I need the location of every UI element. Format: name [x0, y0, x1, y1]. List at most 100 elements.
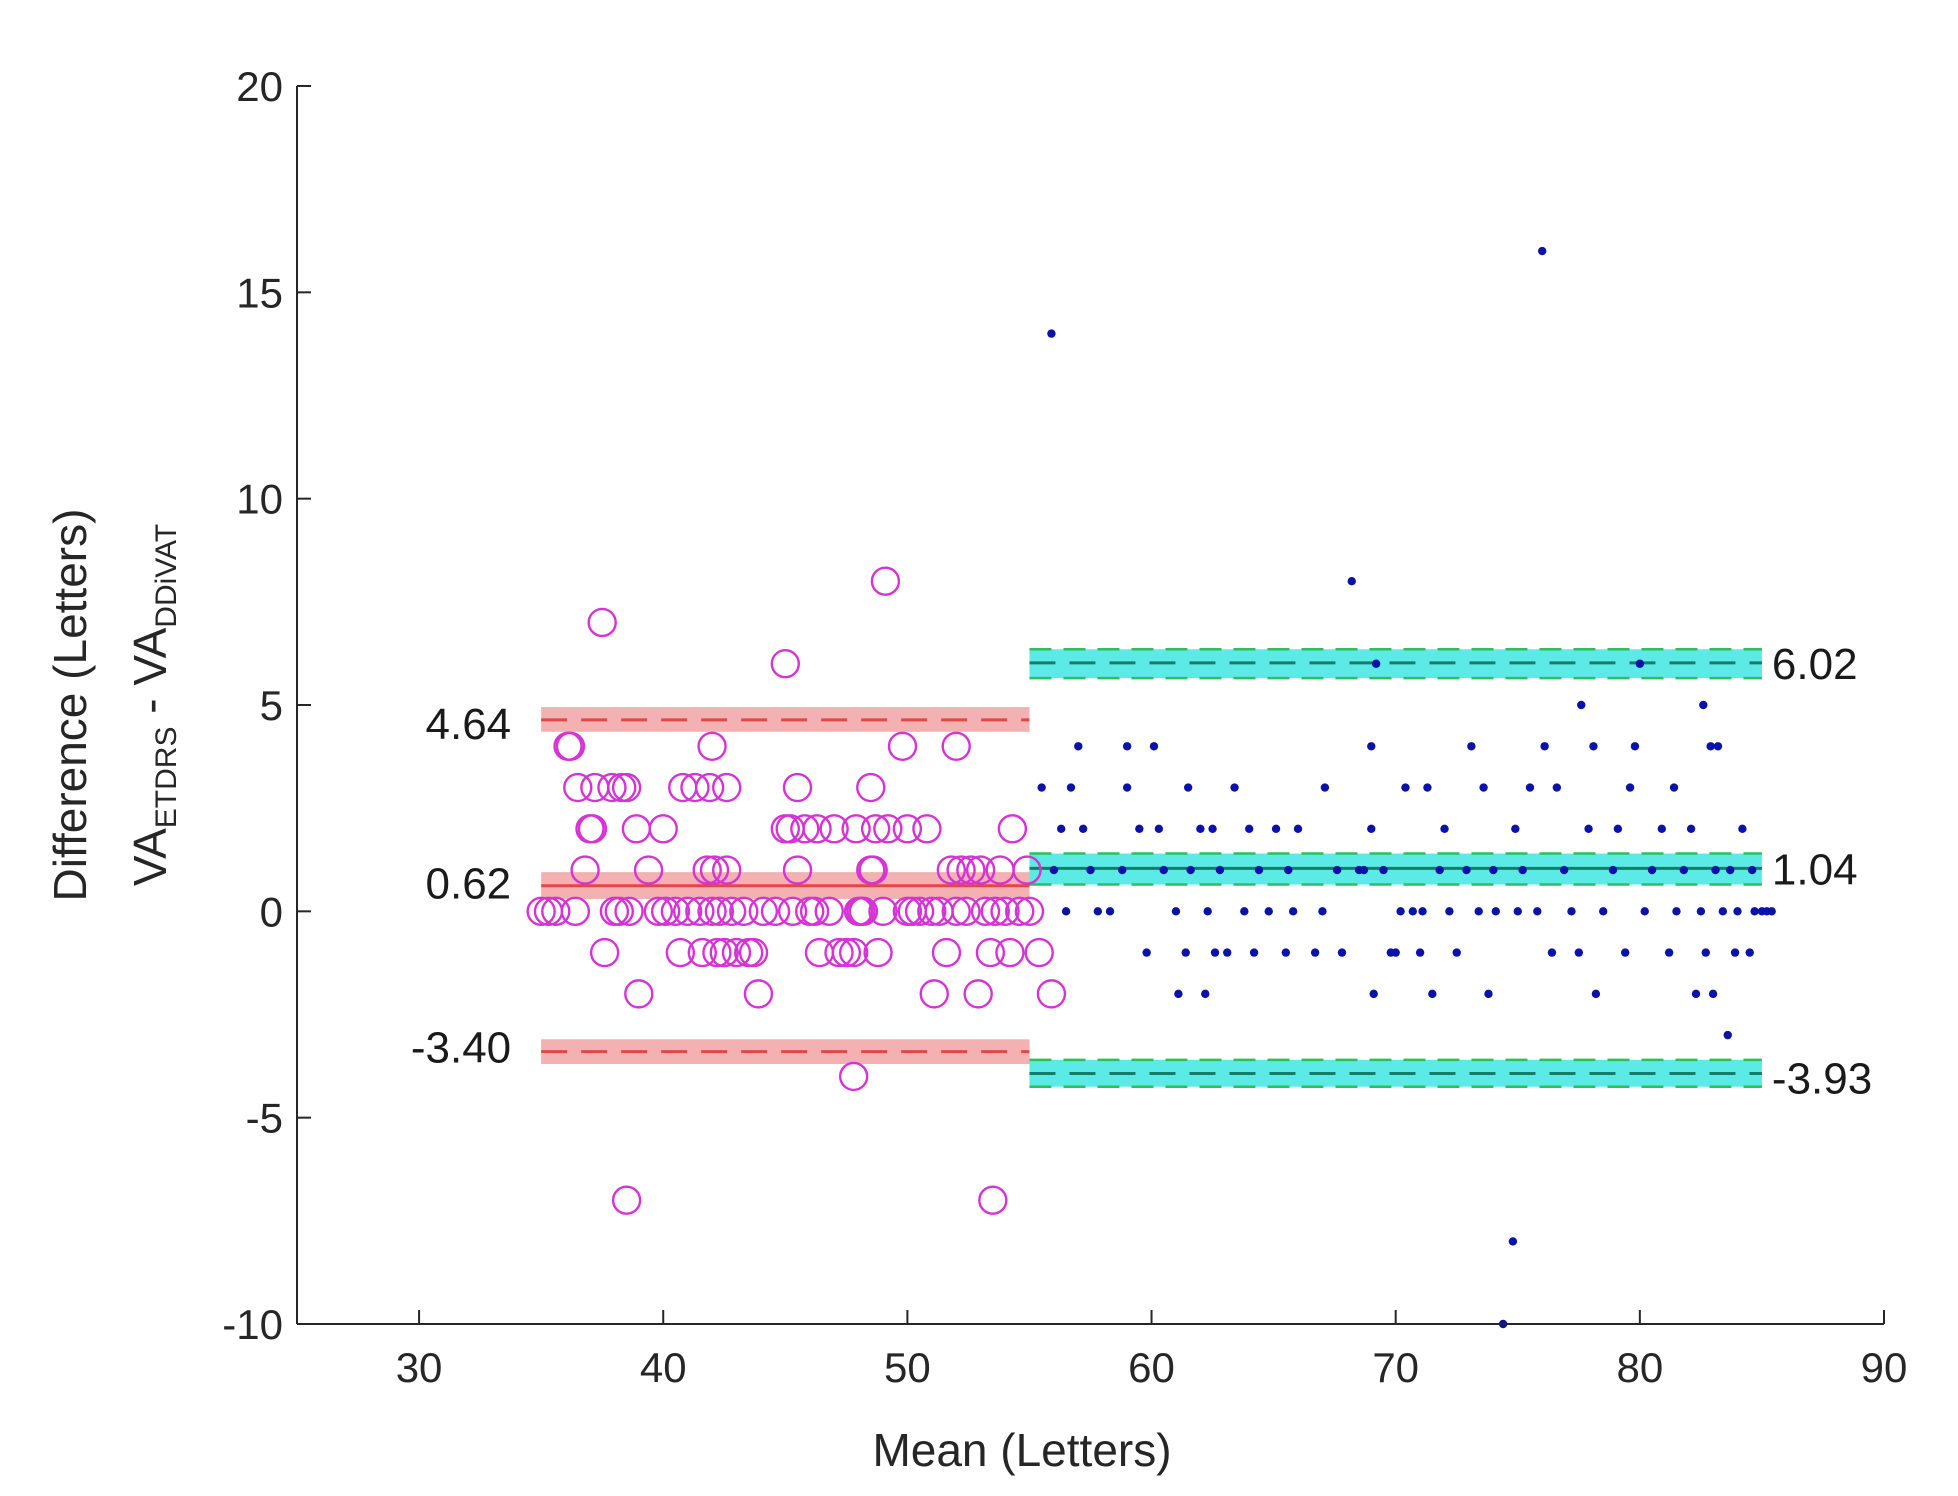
low-group-point — [570, 855, 600, 885]
high-group-point — [1613, 824, 1623, 833]
y-tick-label: 15 — [236, 269, 283, 316]
low-group-point — [716, 896, 747, 927]
low-group-point — [824, 937, 854, 968]
low-group-point — [541, 896, 571, 927]
low-group-point — [841, 814, 871, 844]
high-group-point — [1484, 989, 1493, 999]
low-group-point — [1024, 937, 1054, 968]
low-group-point — [941, 896, 971, 927]
high-group-point — [1284, 865, 1293, 875]
low-group-point — [577, 814, 608, 844]
high-group-point — [1230, 783, 1239, 792]
y-axis-title-sep: - VA — [124, 627, 176, 726]
high-group-point — [1240, 907, 1249, 916]
low-group-point — [863, 937, 893, 968]
low-group-point — [633, 855, 664, 885]
agreement-bands — [541, 648, 1762, 1088]
high-group-point — [1559, 865, 1569, 875]
x-tick-label: 80 — [1616, 1344, 1663, 1391]
high-group-point — [1149, 742, 1159, 751]
low-group-point — [790, 814, 820, 844]
low-group-point — [587, 607, 617, 638]
high-group-point — [1513, 907, 1522, 916]
low-group-point — [533, 896, 564, 927]
low-group-point — [936, 855, 967, 885]
low-group-point — [970, 896, 1001, 927]
high-group-point — [1174, 989, 1183, 999]
low-group-point — [1004, 896, 1035, 927]
high-group-point — [1074, 742, 1083, 751]
high-group-point — [1318, 907, 1327, 916]
low-group-point — [697, 731, 727, 761]
x-tick-label: 50 — [884, 1344, 931, 1391]
low-group-point — [643, 896, 674, 927]
y-tick-label: -10 — [222, 1301, 283, 1348]
high-group-point — [1196, 824, 1205, 833]
high-group-point — [1337, 948, 1347, 957]
low-group-point — [1012, 855, 1042, 885]
high-group-point — [1118, 865, 1127, 875]
low-group-point — [941, 731, 971, 761]
low-group-point — [555, 731, 586, 761]
high-group-point — [1418, 907, 1427, 916]
high-group-point — [1367, 824, 1376, 833]
low-group-point — [694, 772, 725, 803]
y-tick-label: -5 — [246, 1095, 283, 1142]
low-group-point — [951, 896, 981, 927]
low-group-point — [650, 896, 681, 927]
low-group-point — [799, 896, 830, 927]
high-group-point — [1445, 907, 1454, 916]
high-group-point — [1215, 865, 1225, 875]
low-lower-loa-label: -3.40 — [411, 1024, 511, 1073]
high-group-point — [1408, 907, 1417, 916]
high-group-point — [1640, 907, 1649, 916]
high-group-point — [1359, 865, 1369, 875]
high-group-point — [1142, 948, 1151, 957]
high-group-point — [1647, 865, 1657, 875]
high-group-point — [1037, 783, 1046, 792]
low-group-point — [709, 937, 739, 968]
high-group-point — [1249, 948, 1259, 957]
low-bias-label: 0.62 — [426, 860, 512, 909]
high-group-point — [1537, 246, 1547, 256]
y-axis-title-sub-ddivat: DDiVAT — [150, 524, 183, 628]
high-group-point — [1713, 742, 1723, 751]
high-group-point — [1552, 783, 1562, 792]
high-group-point — [1186, 865, 1195, 875]
low-group-point — [560, 896, 591, 927]
high-group-point — [1699, 700, 1708, 710]
y-axis-title-sub-etdrs: ETDRS — [150, 727, 183, 829]
high-group-point — [1332, 865, 1342, 875]
high-group-point — [1122, 742, 1132, 751]
high-group-point — [1049, 865, 1059, 875]
high-group-point — [1738, 824, 1747, 833]
low-group-point — [687, 937, 717, 968]
low-group-point — [611, 1185, 642, 1215]
band-labels: 4.64 0.62 -3.40 6.02 1.04 -3.93 — [411, 640, 1872, 1104]
high-group-point — [1467, 742, 1476, 751]
high-group-point — [1630, 742, 1640, 751]
low-group-point — [848, 896, 879, 927]
high-group-point — [1518, 865, 1527, 875]
low-group-point — [868, 896, 898, 927]
low-group-point — [956, 855, 986, 885]
low-group-point — [997, 814, 1028, 844]
low-group-point — [614, 896, 644, 927]
high-lower-loa-label: -3.93 — [1772, 1055, 1872, 1104]
high-group-point — [1718, 907, 1728, 916]
high-group-point — [1577, 700, 1586, 710]
low-group-point — [990, 896, 1020, 927]
x-tick-label: 30 — [396, 1344, 443, 1391]
low-group-point — [873, 814, 903, 844]
low-group-point — [665, 937, 696, 968]
x-tick-label: 70 — [1372, 1344, 1419, 1391]
x-tick-label: 90 — [1861, 1344, 1908, 1391]
high-group-point — [1320, 783, 1330, 792]
high-group-point — [1725, 865, 1735, 875]
high-group-point — [1271, 824, 1281, 833]
low-group-point — [1036, 979, 1067, 1009]
high-group-point — [1347, 577, 1356, 586]
high-group-point — [1745, 948, 1754, 957]
high-group-point — [1574, 948, 1584, 957]
